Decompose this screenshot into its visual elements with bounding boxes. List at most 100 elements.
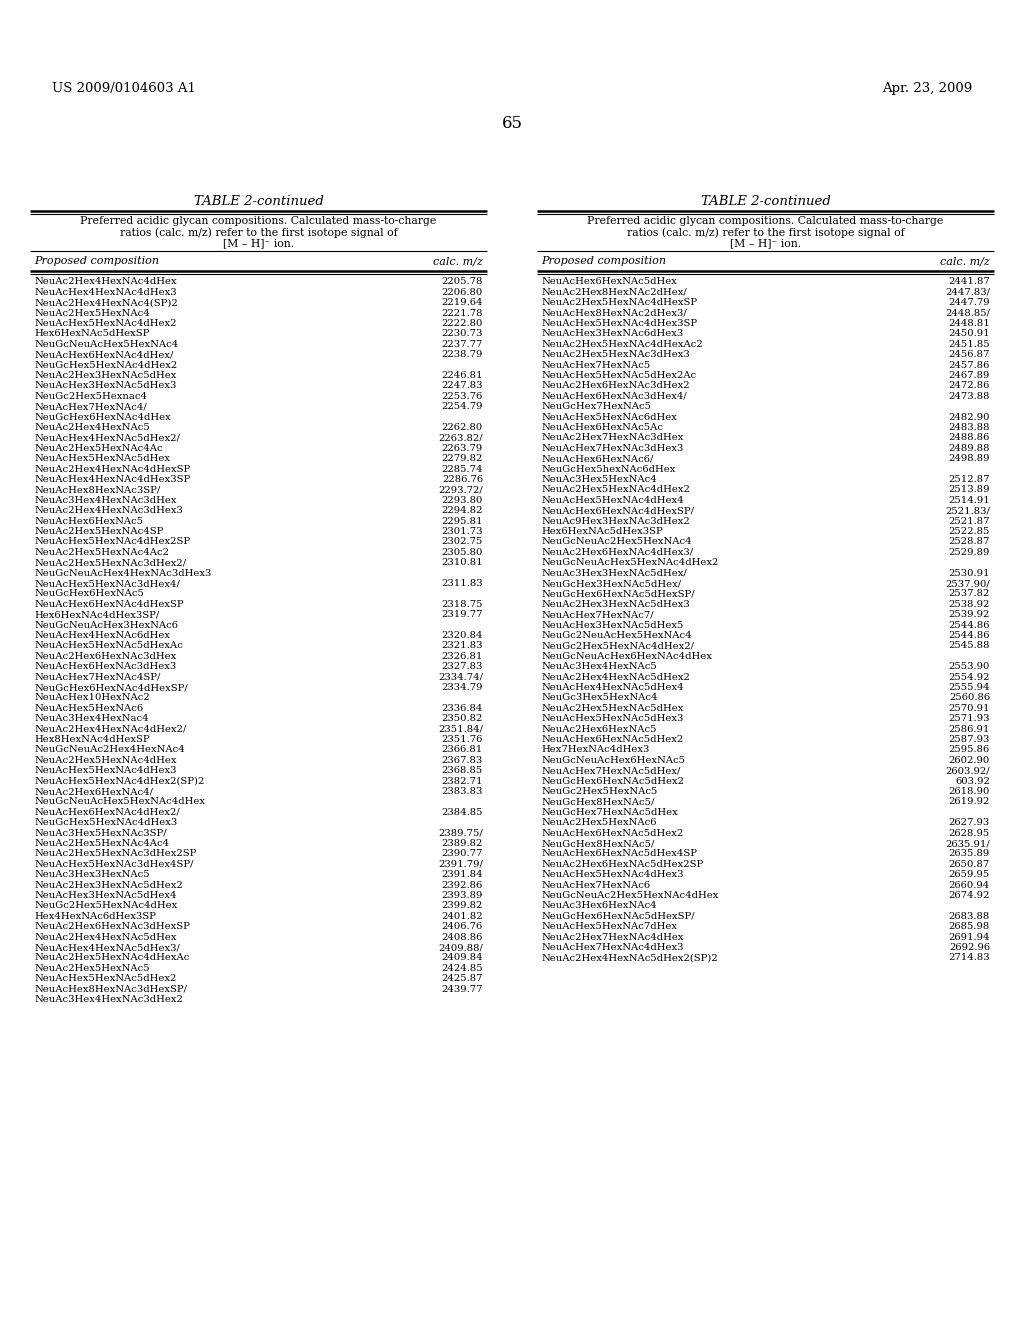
Text: NeuAc2Hex6HexNAc4dHex3/: NeuAc2Hex6HexNAc4dHex3/ [541, 548, 693, 557]
Text: 2326.81: 2326.81 [441, 652, 483, 661]
Text: NeuGc2Hex5HexNAc4dHex2/: NeuGc2Hex5HexNAc4dHex2/ [541, 642, 694, 651]
Text: NeuGcNeuAc2Hex4HexNAc4: NeuGcNeuAc2Hex4HexNAc4 [34, 746, 184, 755]
Text: 2674.92: 2674.92 [948, 891, 990, 900]
Text: Proposed composition: Proposed composition [541, 256, 666, 267]
Text: NeuAcHex7HexNAc5: NeuAcHex7HexNAc5 [541, 360, 650, 370]
Text: 2230.73: 2230.73 [441, 330, 483, 338]
Text: NeuGcHex7HexNAc5: NeuGcHex7HexNAc5 [541, 403, 651, 412]
Text: NeuAcHex3HexNAc5dHex5: NeuAcHex3HexNAc5dHex5 [541, 620, 683, 630]
Text: NeuGcHex6HexNAc5dHexSP/: NeuGcHex6HexNAc5dHexSP/ [541, 590, 694, 598]
Text: NeuGcNeuAc2Hex5HexNAc4: NeuGcNeuAc2Hex5HexNAc4 [541, 537, 691, 546]
Text: 2351.84/: 2351.84/ [438, 725, 483, 734]
Text: NeuAcHex3HexNAc5dHex4: NeuAcHex3HexNAc5dHex4 [34, 891, 176, 900]
Text: 2293.72/: 2293.72/ [438, 486, 483, 495]
Text: NeuAcHex6HexNAc5dHex: NeuAcHex6HexNAc5dHex [541, 277, 677, 286]
Text: 2539.92: 2539.92 [948, 610, 990, 619]
Text: NeuAc2Hex4HexNAc4dHex: NeuAc2Hex4HexNAc4dHex [34, 277, 176, 286]
Text: 2456.87: 2456.87 [948, 350, 990, 359]
Text: 2305.80: 2305.80 [441, 548, 483, 557]
Text: 2544.86: 2544.86 [948, 620, 990, 630]
Text: NeuAcHex5HexNAc5dHex2: NeuAcHex5HexNAc5dHex2 [34, 974, 176, 983]
Text: 2618.90: 2618.90 [948, 787, 990, 796]
Text: 2351.76: 2351.76 [441, 735, 483, 744]
Text: 2279.82: 2279.82 [441, 454, 483, 463]
Text: NeuAc2Hex4HexNAc5: NeuAc2Hex4HexNAc5 [34, 424, 150, 432]
Text: 2514.91: 2514.91 [948, 496, 990, 504]
Text: NeuAcHex4HexNAc4dHex3: NeuAcHex4HexNAc4dHex3 [34, 288, 176, 297]
Text: 2263.82/: 2263.82/ [438, 433, 483, 442]
Text: 2205.78: 2205.78 [441, 277, 483, 286]
Text: 2318.75: 2318.75 [441, 599, 483, 609]
Text: NeuAcHex7HexNAc4dHex3: NeuAcHex7HexNAc4dHex3 [541, 942, 683, 952]
Text: NeuAcHex4HexNAc5dHex4: NeuAcHex4HexNAc5dHex4 [541, 684, 684, 692]
Text: 2538.92: 2538.92 [948, 599, 990, 609]
Text: calc. m/z: calc. m/z [940, 256, 990, 267]
Text: 2473.88: 2473.88 [948, 392, 990, 401]
Text: 2334.74/: 2334.74/ [438, 673, 483, 681]
Text: NeuAc3Hex4HexNAc3dHex: NeuAc3Hex4HexNAc3dHex [34, 496, 176, 504]
Text: NeuAc9Hex3HexNAc3dHex2: NeuAc9Hex3HexNAc3dHex2 [541, 516, 690, 525]
Text: 2544.86: 2544.86 [948, 631, 990, 640]
Text: 2238.79: 2238.79 [441, 350, 483, 359]
Text: 2391.84: 2391.84 [441, 870, 483, 879]
Text: NeuAcHex7HexNAc5dHex/: NeuAcHex7HexNAc5dHex/ [541, 767, 680, 775]
Text: 2293.80: 2293.80 [441, 496, 483, 504]
Text: 2513.89: 2513.89 [948, 486, 990, 495]
Text: 2660.94: 2660.94 [949, 880, 990, 890]
Text: NeuAcHex5HexNAc4dHex2(SP)2: NeuAcHex5HexNAc4dHex2(SP)2 [34, 776, 205, 785]
Text: 2392.86: 2392.86 [441, 880, 483, 890]
Text: NeuAc2Hex5HexNAc4SP: NeuAc2Hex5HexNAc4SP [34, 527, 164, 536]
Text: 2263.79: 2263.79 [441, 444, 483, 453]
Text: 2451.85: 2451.85 [948, 339, 990, 348]
Text: 2537.82: 2537.82 [948, 590, 990, 598]
Text: 2321.83: 2321.83 [441, 642, 483, 651]
Text: 2406.76: 2406.76 [441, 923, 483, 932]
Text: NeuAc2Hex6HexNAc5: NeuAc2Hex6HexNAc5 [541, 725, 656, 734]
Text: NeuAcHex6HexNAc5dHex2: NeuAcHex6HexNAc5dHex2 [541, 735, 683, 744]
Text: NeuGcNeuAc2Hex5HexNAc4dHex: NeuGcNeuAc2Hex5HexNAc4dHex [541, 891, 719, 900]
Text: Preferred acidic glycan compositions. Calculated mass-to-charge: Preferred acidic glycan compositions. Ca… [588, 216, 944, 226]
Text: 2457.86: 2457.86 [948, 360, 990, 370]
Text: NeuAcHex7HexNAc3dHex3: NeuAcHex7HexNAc3dHex3 [541, 444, 683, 453]
Text: NeuAcHex5HexNAc3dHex4SP/: NeuAcHex5HexNAc3dHex4SP/ [34, 859, 194, 869]
Text: 2389.75/: 2389.75/ [438, 829, 483, 838]
Text: 2336.84: 2336.84 [441, 704, 483, 713]
Text: 2311.83: 2311.83 [441, 579, 483, 589]
Text: NeuGcHex8HexNAc5/: NeuGcHex8HexNAc5/ [541, 840, 654, 849]
Text: US 2009/0104603 A1: US 2009/0104603 A1 [52, 82, 196, 95]
Text: NeuAcHex5HexNAc4dHex3SP: NeuAcHex5HexNAc4dHex3SP [541, 319, 697, 329]
Text: NeuAc2Hex6HexNAc4/: NeuAc2Hex6HexNAc4/ [34, 787, 153, 796]
Text: NeuAcHex6HexNAc4dHexSP: NeuAcHex6HexNAc4dHexSP [34, 599, 183, 609]
Text: NeuAc2Hex6HexNAc3dHex2: NeuAc2Hex6HexNAc3dHex2 [541, 381, 689, 391]
Text: NeuAcHex5HexNAc3dHex4/: NeuAcHex5HexNAc3dHex4/ [34, 579, 180, 589]
Text: 2448.81: 2448.81 [948, 319, 990, 329]
Text: 2521.83/: 2521.83/ [945, 507, 990, 515]
Text: 2319.77: 2319.77 [441, 610, 483, 619]
Text: 2587.93: 2587.93 [948, 735, 990, 744]
Text: NeuAcHex5HexNAc4dHex2: NeuAcHex5HexNAc4dHex2 [34, 319, 176, 329]
Text: ratios (calc. m/z) refer to the first isotope signal of: ratios (calc. m/z) refer to the first is… [627, 227, 904, 238]
Text: 2327.83: 2327.83 [441, 663, 483, 672]
Text: 2685.98: 2685.98 [949, 923, 990, 932]
Text: NeuAcHex5HexNAc5dHex3: NeuAcHex5HexNAc5dHex3 [541, 714, 683, 723]
Text: NeuGc2Hex5HexNAc4dHex: NeuGc2Hex5HexNAc4dHex [34, 902, 177, 911]
Text: 2219.64: 2219.64 [441, 298, 483, 308]
Text: NeuAc2Hex3HexNAc5dHex: NeuAc2Hex3HexNAc5dHex [34, 371, 176, 380]
Text: 2320.84: 2320.84 [441, 631, 483, 640]
Text: NeuAcHex6HexNAc5dHex4SP: NeuAcHex6HexNAc5dHex4SP [541, 850, 697, 858]
Text: 2425.87: 2425.87 [441, 974, 483, 983]
Text: 2391.79/: 2391.79/ [438, 859, 483, 869]
Text: NeuAc2Hex6HexNAc5dHex2SP: NeuAc2Hex6HexNAc5dHex2SP [541, 859, 703, 869]
Text: 2450.91: 2450.91 [948, 330, 990, 338]
Text: NeuAcHex7HexNAc7/: NeuAcHex7HexNAc7/ [541, 610, 653, 619]
Text: 2447.79: 2447.79 [948, 298, 990, 308]
Text: 2393.89: 2393.89 [441, 891, 483, 900]
Text: NeuGcHex6HexNAc5dHex2: NeuGcHex6HexNAc5dHex2 [541, 776, 684, 785]
Text: 2367.83: 2367.83 [441, 756, 483, 764]
Text: NeuAc2Hex5HexNAc3dHex3: NeuAc2Hex5HexNAc3dHex3 [541, 350, 690, 359]
Text: 2512.87: 2512.87 [948, 475, 990, 484]
Text: 2472.86: 2472.86 [948, 381, 990, 391]
Text: [M – H]⁻ ion.: [M – H]⁻ ion. [730, 238, 801, 248]
Text: 2390.77: 2390.77 [441, 850, 483, 858]
Text: NeuAc2Hex8HexNAc2dHex/: NeuAc2Hex8HexNAc2dHex/ [541, 288, 687, 297]
